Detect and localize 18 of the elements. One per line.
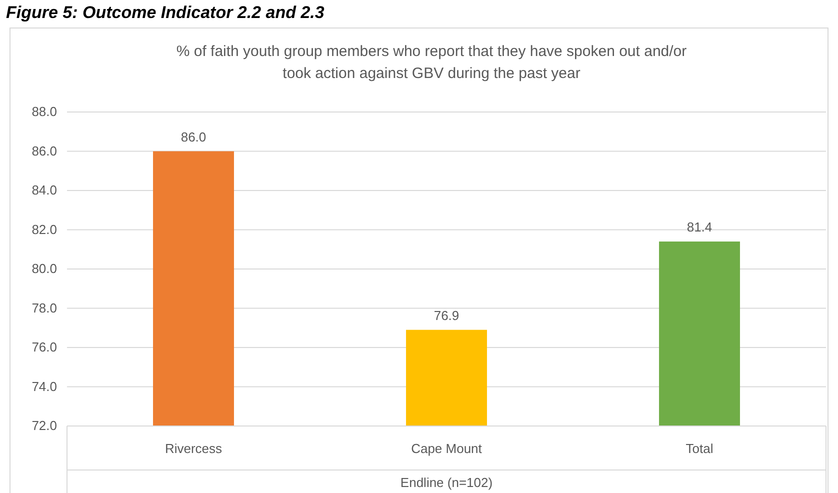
chart-title: % of faith youth group members who report that they have spoken out and/or took action against GBV during the past year [176,43,687,82]
x-tick-label: Rivercess [164,441,223,456]
y-tick-label: 88.0 [32,104,57,119]
y-tick-label: 80.0 [32,261,57,276]
y-tick-label: 78.0 [32,300,57,316]
y-tick-label: 76.0 [32,340,57,354]
y-tick-label: 82.0 [32,222,57,237]
y-tick-label: 86.0 [32,143,57,158]
x-axis-title: Endline (n=102) [400,475,493,490]
x-tick-label: Total [686,441,714,456]
y-tick-label: 74.0 [32,378,57,394]
data-label: 86.0 [180,129,206,144]
data-label: 76.9 [434,308,460,323]
x-tick-label: Cape Mount [411,441,482,456]
y-tick-label: 84.0 [32,182,57,198]
caption: Figure 5: Outcome Indicator 2.2 and 2.3 [6,3,325,22]
y-tick-label: 72.0 [32,418,57,433]
data-label: 81.4 [686,220,712,235]
